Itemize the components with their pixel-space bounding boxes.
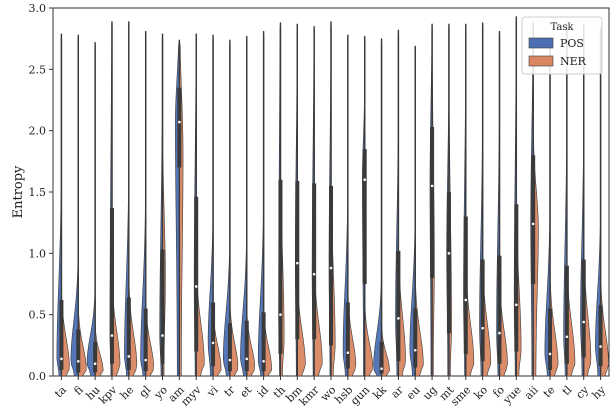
x-tick-label: gl xyxy=(137,383,154,400)
median-dot-ta xyxy=(60,357,63,361)
median-dot-wo xyxy=(329,266,333,270)
median-dot-kpv xyxy=(110,334,114,337)
x-tick-label: et xyxy=(237,383,254,400)
median-dot-te xyxy=(548,352,552,356)
median-dot-bm xyxy=(296,261,299,265)
median-dot-kk xyxy=(380,367,383,370)
median-dot-id xyxy=(262,359,265,363)
violin-pos-fi xyxy=(70,34,79,377)
x-tick-label: tl xyxy=(560,383,575,398)
violin-pos-hu xyxy=(86,42,96,377)
x-tick-label: aii xyxy=(522,383,541,402)
x-tick-label: vi xyxy=(204,383,221,400)
x-tick-label: sme xyxy=(448,383,473,408)
median-dot-ko xyxy=(481,326,484,330)
median-dot-fo xyxy=(498,331,501,335)
x-tick-label: hy xyxy=(590,383,609,402)
legend: Task POS NER xyxy=(521,16,603,75)
y-tick-label: 2.5 xyxy=(29,63,47,76)
median-dot-kmr xyxy=(312,272,316,276)
y-tick-label: 0.0 xyxy=(29,370,47,383)
median-dot-yo xyxy=(161,334,164,337)
median-dot-hy xyxy=(599,345,602,348)
median-dot-th xyxy=(279,313,282,316)
median-dot-hu xyxy=(93,362,97,366)
x-tick-label: kpv xyxy=(96,383,120,407)
violin-ner-kk xyxy=(381,38,390,377)
x-tick-label: he xyxy=(118,383,137,402)
x-tick-label: tr xyxy=(221,383,238,400)
median-dot-yue xyxy=(515,303,518,307)
y-tick-label: 2.0 xyxy=(29,125,47,138)
y-tick-label: 3.0 xyxy=(29,2,47,15)
median-dot-sme xyxy=(464,298,468,302)
violin-ner-hu xyxy=(94,42,104,377)
y-tick-label: 1.0 xyxy=(29,247,47,260)
median-dot-ug xyxy=(430,184,434,188)
median-dot-eu xyxy=(413,348,417,352)
median-dot-he xyxy=(127,355,131,358)
legend-label-pos: POS xyxy=(560,37,584,50)
legend-swatch-pos xyxy=(528,37,554,49)
y-tick-label: 0.5 xyxy=(29,309,47,322)
x-tick-label: yue xyxy=(500,383,524,407)
x-tick-label: kk xyxy=(370,383,389,402)
x-tick-label: ta xyxy=(52,383,69,400)
median-dot-gl xyxy=(144,358,147,362)
median-dot-am xyxy=(178,120,181,124)
median-dot-ar xyxy=(397,317,400,320)
median-dot-gun xyxy=(363,178,366,182)
median-dot-hsb xyxy=(346,351,350,354)
median-dot-cy xyxy=(582,320,586,324)
x-tick-label: gun xyxy=(348,383,372,407)
x-tick-label: te xyxy=(541,383,558,400)
median-dot-fi xyxy=(76,359,80,363)
x-tick-label: myv xyxy=(178,383,204,409)
x-tick-label: id xyxy=(255,383,272,400)
violin-pos-kk xyxy=(373,38,382,377)
median-dot-vi xyxy=(211,341,215,345)
y-tick-label: 1.5 xyxy=(29,186,47,199)
legend-swatch-ner xyxy=(528,55,554,67)
violin-ner-fi xyxy=(77,34,87,377)
violins-layer xyxy=(56,16,609,377)
y-axis: 0.0 0.5 1.0 1.5 2.0 2.5 3.0 xyxy=(29,2,53,383)
median-dot-mt xyxy=(447,252,451,255)
median-dot-tl xyxy=(565,335,569,339)
median-dot-tr xyxy=(228,358,232,362)
y-axis-label: Entropy xyxy=(11,165,26,218)
x-tick-label: ko xyxy=(472,383,491,402)
legend-title: Task xyxy=(550,22,574,33)
legend-label-ner: NER xyxy=(560,55,587,68)
median-dot-aii xyxy=(531,222,535,226)
median-dot-et xyxy=(245,357,249,361)
x-tick-label: fi xyxy=(71,383,86,398)
median-dot-myv xyxy=(194,285,198,288)
